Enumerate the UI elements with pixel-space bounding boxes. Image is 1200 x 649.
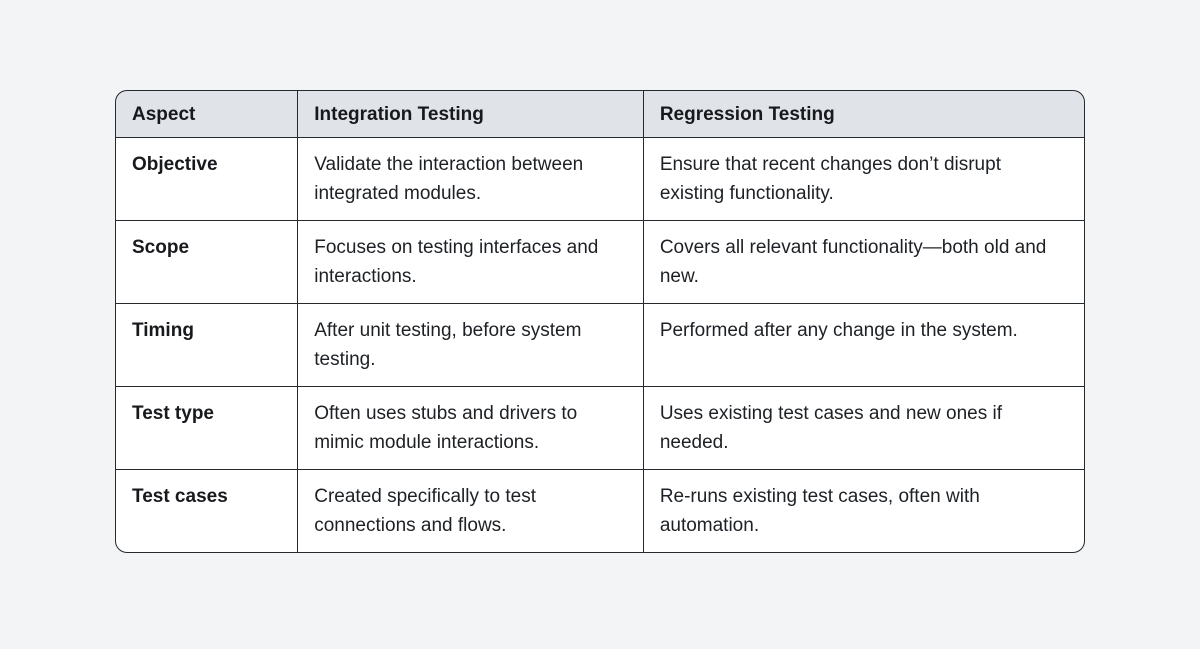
column-header-integration-testing: Integration Testing (298, 91, 643, 137)
column-header-regression-testing: Regression Testing (643, 91, 1084, 137)
cell-timing-integration: After unit testing, before system testin… (298, 304, 643, 386)
cell-test-cases-regression: Re-runs existing test cases, often with … (643, 470, 1084, 552)
cell-test-type-integration: Often uses stubs and drivers to mimic mo… (298, 387, 643, 469)
row-label-objective: Objective (116, 138, 298, 220)
comparison-table: Aspect Integration Testing Regression Te… (115, 90, 1085, 553)
cell-timing-regression: Performed after any change in the system… (643, 304, 1084, 386)
cell-test-cases-integration: Created specifically to test connections… (298, 470, 643, 552)
row-label-timing: Timing (116, 304, 298, 386)
cell-scope-integration: Focuses on testing interfaces and intera… (298, 221, 643, 303)
row-label-test-type: Test type (116, 387, 298, 469)
row-label-test-cases: Test cases (116, 470, 298, 552)
column-header-regression-testing-label: Regression Testing (659, 103, 835, 125)
row-label-scope: Scope (116, 221, 298, 303)
column-header-aspect-label: Aspect (132, 103, 196, 125)
cell-test-type-regression: Uses existing test cases and new ones if… (643, 387, 1084, 469)
column-header-integration-testing-label: Integration Testing (314, 103, 484, 125)
column-header-aspect: Aspect (116, 91, 298, 137)
cell-objective-integration: Validate the interaction between integra… (298, 138, 643, 220)
comparison-table-grid: Aspect Integration Testing Regression Te… (116, 91, 1084, 552)
cell-scope-regression: Covers all relevant functionality—both o… (643, 221, 1084, 303)
cell-objective-regression: Ensure that recent changes don’t disrupt… (643, 138, 1084, 220)
